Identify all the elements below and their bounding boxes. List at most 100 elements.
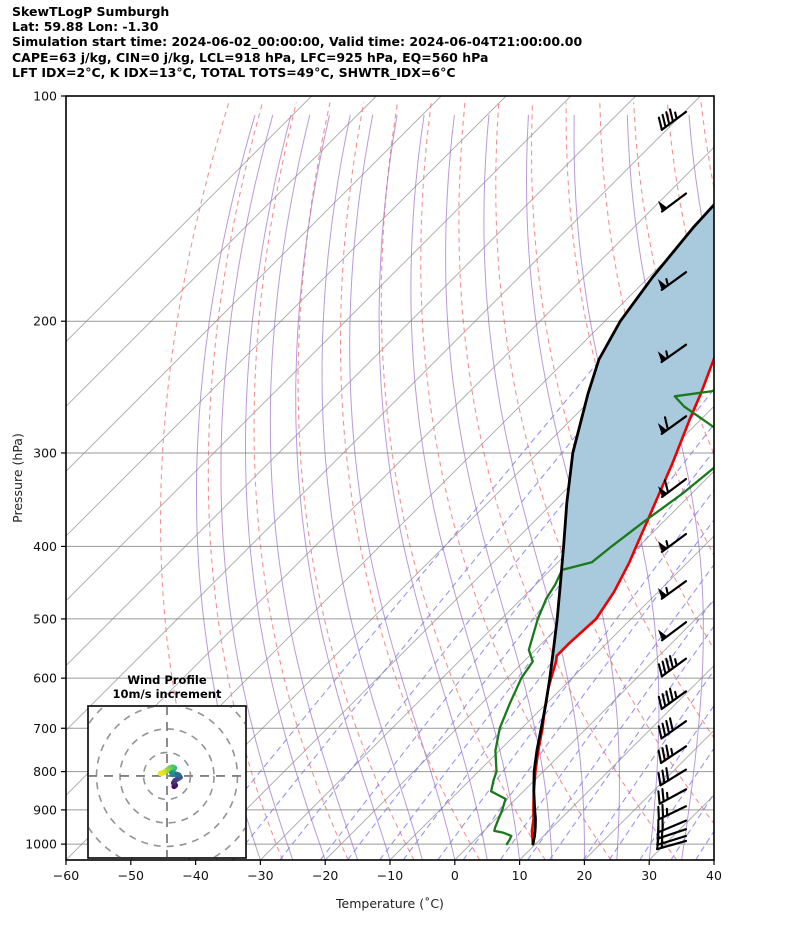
wind-barb-full xyxy=(657,749,663,764)
wind-barb-full xyxy=(661,769,666,784)
dry-adiabat-line xyxy=(297,102,415,860)
dry-adiabat-line xyxy=(735,102,794,860)
pressure-tick-label: 400 xyxy=(33,539,57,554)
moist-adiabat-line xyxy=(245,114,326,860)
wind-barb xyxy=(657,788,688,805)
temperature-tick-label: 30 xyxy=(641,868,657,883)
wind-barb xyxy=(657,744,688,765)
dry-adiabat-line xyxy=(495,102,714,825)
yaxis-title: Pressure (hPa) xyxy=(10,433,25,523)
wind-barb-flag xyxy=(657,541,668,552)
isotherm-line xyxy=(648,794,714,860)
wind-barb-flag xyxy=(657,423,667,434)
temperature-tick-label: 40 xyxy=(706,868,722,883)
temperature-curve xyxy=(531,202,714,846)
wind-barb xyxy=(657,803,688,821)
mixing-ratio-line xyxy=(402,449,714,860)
dewpoint-curve xyxy=(489,389,714,846)
wind-barb-half xyxy=(674,658,678,667)
wind-barb-shaft xyxy=(660,477,688,499)
wind-barb-layer xyxy=(656,108,688,851)
wind-barb-full xyxy=(665,657,671,672)
wind-barb-full xyxy=(661,693,667,708)
header-cape-line: CAPE=63 j/kg, CIN=0 j/kg, LCL=918 hPa, L… xyxy=(12,49,489,65)
wind-barb-half xyxy=(674,111,678,120)
isotherm-line xyxy=(66,96,507,537)
pressure-tick-label: 500 xyxy=(33,611,57,626)
wind-barb-full xyxy=(665,690,671,705)
mixing-ratio-line xyxy=(320,358,714,860)
wind-barb xyxy=(657,192,688,213)
moist-adiabat-line xyxy=(410,114,521,860)
wind-barb-half xyxy=(670,747,674,757)
wind-barb-full xyxy=(657,116,663,131)
dry-adiabat-line xyxy=(207,102,284,860)
wind-barb-full xyxy=(661,113,667,129)
moist-adiabat-line xyxy=(445,114,553,860)
wind-barb-shaft xyxy=(660,343,688,364)
isotherm-line xyxy=(66,96,636,667)
isotherm-line xyxy=(130,276,714,860)
wind-barb xyxy=(657,621,688,642)
wind-barb-full xyxy=(665,767,670,782)
moist-adiabat-line xyxy=(483,114,585,860)
wind-barb xyxy=(657,415,688,435)
dry-adiabat-line xyxy=(253,102,349,860)
header-title: SkewTLogP Sumburgh xyxy=(12,4,170,19)
wind-barb-flag xyxy=(657,351,667,363)
pressure-tick-label: 1000 xyxy=(25,837,57,852)
isotherm-line xyxy=(66,96,442,472)
moist-adiabat-line xyxy=(746,115,794,860)
pressure-tick-label: 100 xyxy=(33,89,57,104)
wind-barb-flag xyxy=(657,279,667,290)
pressure-tick-label: 700 xyxy=(33,721,57,736)
wind-barb-shaft xyxy=(660,579,688,600)
wind-barb-half xyxy=(665,539,670,549)
wind-barb-flag xyxy=(657,629,668,641)
moist-adiabat-line xyxy=(220,114,294,860)
mixing-ratio-line xyxy=(582,669,714,860)
header-coords: Lat: 59.88 Lon: -1.30 xyxy=(12,19,159,35)
moist-adiabat-line xyxy=(295,114,391,860)
wind-barb-shaft xyxy=(660,621,688,642)
wind-barb-half xyxy=(665,277,669,287)
dry-adiabat-line xyxy=(420,102,612,860)
dry-adiabat-line xyxy=(339,102,481,860)
wind-barb-full xyxy=(657,663,663,678)
wind-barb-full xyxy=(665,744,670,759)
temperature-tick-label: 0 xyxy=(451,868,459,883)
wind-barb-full xyxy=(661,660,667,675)
wind-barb-full xyxy=(665,719,671,735)
moist-adiabat-line xyxy=(321,114,423,860)
wind-barb xyxy=(657,108,688,131)
wind-barb xyxy=(657,816,688,834)
hodograph-frame xyxy=(87,705,247,859)
dry-adiabat-line xyxy=(380,102,546,860)
temperature-tick-label: 10 xyxy=(512,868,528,883)
wind-barb-full xyxy=(661,722,667,737)
temperature-tick-label: −60 xyxy=(53,868,79,883)
wind-barb-flag xyxy=(657,200,668,212)
wind-barb-flag xyxy=(657,587,667,599)
temperature-tick-label: −50 xyxy=(118,868,144,883)
temperature-tick-label: −30 xyxy=(247,868,273,883)
wind-barb-half xyxy=(665,791,669,801)
isotherm-line xyxy=(454,600,714,860)
isotherm-line xyxy=(324,470,714,860)
mixing-ratio-line xyxy=(437,489,714,860)
wind-barb-half xyxy=(665,350,669,359)
pressure-tick-label: 200 xyxy=(33,314,57,329)
pressure-tick-label: 900 xyxy=(33,802,57,817)
mixing-ratio-line xyxy=(499,563,714,860)
wind-barb xyxy=(657,477,688,499)
wind-barb-full xyxy=(657,695,663,710)
isotherm-line xyxy=(389,535,714,860)
temperature-tick-label: −20 xyxy=(312,868,338,883)
wind-barb-flag xyxy=(657,486,668,498)
wind-barb xyxy=(657,532,688,553)
pressure-tick-label: 300 xyxy=(33,445,57,460)
hodograph-title-line2: 10m/s increment xyxy=(113,687,222,701)
